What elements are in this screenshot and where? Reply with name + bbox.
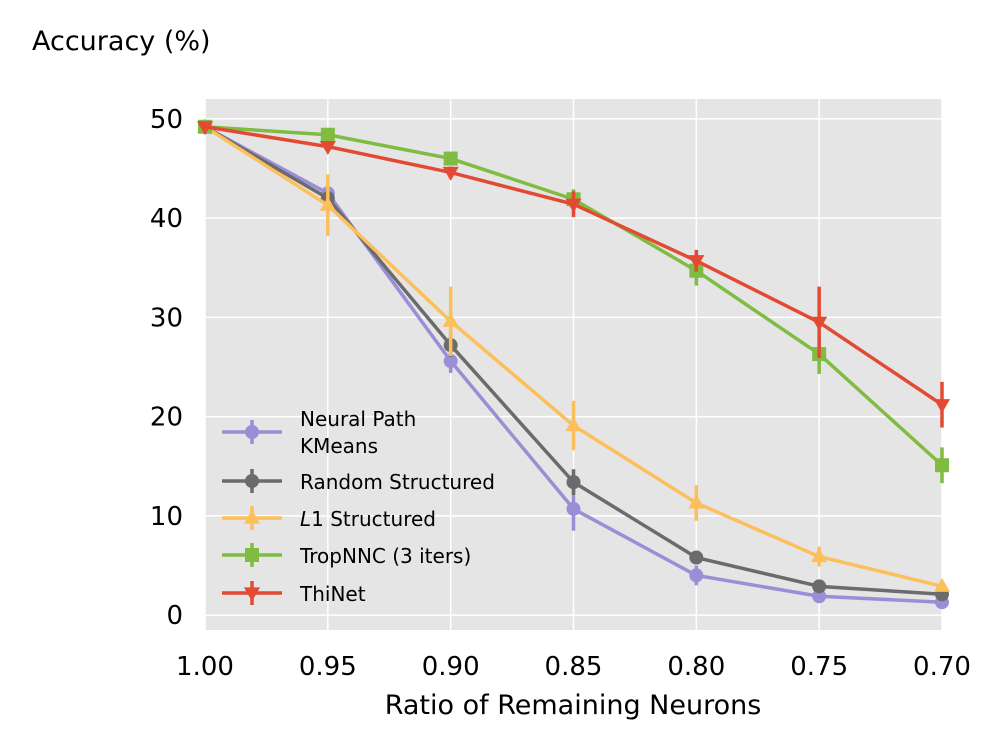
data-point xyxy=(812,589,827,604)
data-point xyxy=(811,548,828,563)
series-layer xyxy=(196,118,951,610)
legend-label: TropNNC (3 iters) xyxy=(299,544,471,568)
data-point xyxy=(443,151,458,166)
data-point xyxy=(442,166,459,181)
data-point xyxy=(935,458,949,473)
data-point xyxy=(320,127,335,142)
legend-label-rest: 1 Structured xyxy=(311,507,436,531)
data-point xyxy=(688,494,705,509)
legend-item: Neural Path KMeans xyxy=(222,407,416,458)
data-point xyxy=(565,198,582,213)
legend-label-italic: L xyxy=(300,507,311,531)
data-point xyxy=(442,312,459,327)
legend-label: Random Structured xyxy=(300,470,495,494)
data-point xyxy=(689,550,704,565)
legend-marker xyxy=(245,548,259,562)
y-axis-label: Accuracy (%) xyxy=(32,26,211,57)
x-tick-label: 0.80 xyxy=(667,652,725,682)
legend-item: ThiNet xyxy=(222,581,366,606)
x-tick-label: 0.70 xyxy=(913,652,971,682)
x-tick-label: 0.90 xyxy=(422,652,480,682)
x-tick-label: 0.85 xyxy=(545,652,603,682)
data-point xyxy=(566,501,581,516)
legend-label: KMeans xyxy=(300,434,378,458)
legend-label: L1 Structured xyxy=(300,507,436,531)
legend-item: Random Structured xyxy=(222,469,495,494)
data-point xyxy=(688,255,705,270)
x-tick-label: 1.00 xyxy=(176,652,234,682)
y-tick-label: 30 xyxy=(150,303,183,333)
y-tick-label: 20 xyxy=(150,403,183,433)
data-point xyxy=(689,568,704,583)
y-tick-label: 10 xyxy=(150,502,183,532)
legend-item: L1 Structured xyxy=(222,506,436,531)
legend-marker xyxy=(245,425,259,439)
y-tick-label: 40 xyxy=(150,204,183,234)
data-point xyxy=(565,417,582,432)
data-point xyxy=(319,141,336,156)
data-point xyxy=(812,579,827,594)
data-point xyxy=(933,399,951,414)
data-point xyxy=(196,121,214,136)
legend-marker xyxy=(243,587,261,602)
x-tick-label: 0.95 xyxy=(299,652,357,682)
legend-label: ThiNet xyxy=(299,582,366,606)
series-thinet xyxy=(196,121,951,428)
data-point xyxy=(443,354,458,369)
legend-marker xyxy=(243,509,261,524)
y-tick-label: 0 xyxy=(166,601,183,631)
legend-item: TropNNC (3 iters) xyxy=(222,543,471,568)
data-point xyxy=(566,475,581,490)
x-axis-label: Ratio of Remaining Neurons xyxy=(385,690,762,721)
data-point xyxy=(811,316,828,331)
x-tick-label: 0.75 xyxy=(790,652,848,682)
legend: Neural Path KMeans Random Structured L1 Str… xyxy=(222,407,495,606)
axis-ticks: 0 10 20 30 40 50 1.00 0.95 0.90 0.85 0.80 0.75 0.70 xyxy=(150,105,971,682)
data-point xyxy=(319,196,336,211)
data-point xyxy=(933,577,951,592)
legend-marker xyxy=(245,474,259,488)
legend-label: Neural Path xyxy=(300,407,416,431)
y-tick-label: 50 xyxy=(150,105,183,135)
